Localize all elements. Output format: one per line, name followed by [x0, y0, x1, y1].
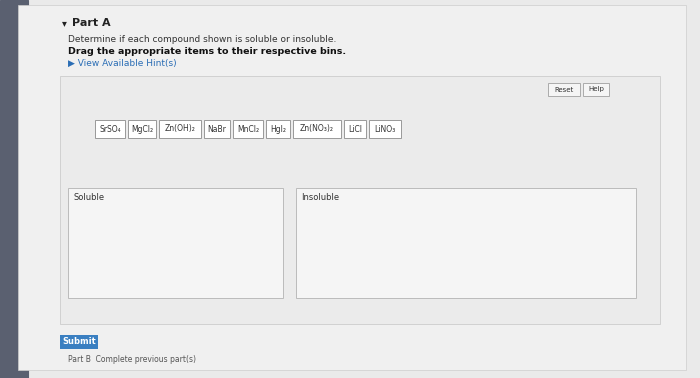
Text: LiCl: LiCl: [348, 124, 362, 133]
Bar: [68, 188, 283, 298]
Text: MgCl₂: MgCl₂: [131, 124, 153, 133]
Text: Part A: Part A: [72, 18, 111, 28]
Text: LiNO₃: LiNO₃: [374, 124, 395, 133]
Text: Help: Help: [588, 87, 604, 93]
Bar: [204, 120, 230, 138]
Bar: [548, 83, 580, 96]
Bar: [128, 120, 156, 138]
Bar: [95, 120, 125, 138]
Bar: [233, 120, 263, 138]
Text: HgI₂: HgI₂: [270, 124, 286, 133]
Text: MnCl₂: MnCl₂: [237, 124, 259, 133]
Text: Determine if each compound shown is soluble or insoluble.: Determine if each compound shown is solu…: [68, 35, 337, 44]
Text: NaBr: NaBr: [208, 124, 226, 133]
Bar: [344, 120, 366, 138]
Text: Insoluble: Insoluble: [301, 193, 339, 202]
Text: Zn(OH)₂: Zn(OH)₂: [164, 124, 195, 133]
Text: Drag the appropriate items to their respective bins.: Drag the appropriate items to their resp…: [68, 47, 346, 56]
Text: Soluble: Soluble: [73, 193, 104, 202]
Bar: [60, 76, 660, 324]
Text: Reset: Reset: [554, 87, 573, 93]
Text: Submit: Submit: [62, 338, 96, 347]
Bar: [266, 120, 290, 138]
Bar: [369, 120, 401, 138]
Text: Part B  Complete previous part(s): Part B Complete previous part(s): [68, 355, 196, 364]
Text: ▶ View Available Hint(s): ▶ View Available Hint(s): [68, 59, 176, 68]
Text: ▾: ▾: [62, 18, 67, 28]
Bar: [60, 335, 98, 349]
Bar: [159, 120, 201, 138]
Bar: [296, 188, 636, 298]
Text: SrSO₄: SrSO₄: [99, 124, 121, 133]
Bar: [0, 0, 28, 378]
Text: Zn(NO₃)₂: Zn(NO₃)₂: [300, 124, 334, 133]
Bar: [583, 83, 609, 96]
Bar: [293, 120, 341, 138]
